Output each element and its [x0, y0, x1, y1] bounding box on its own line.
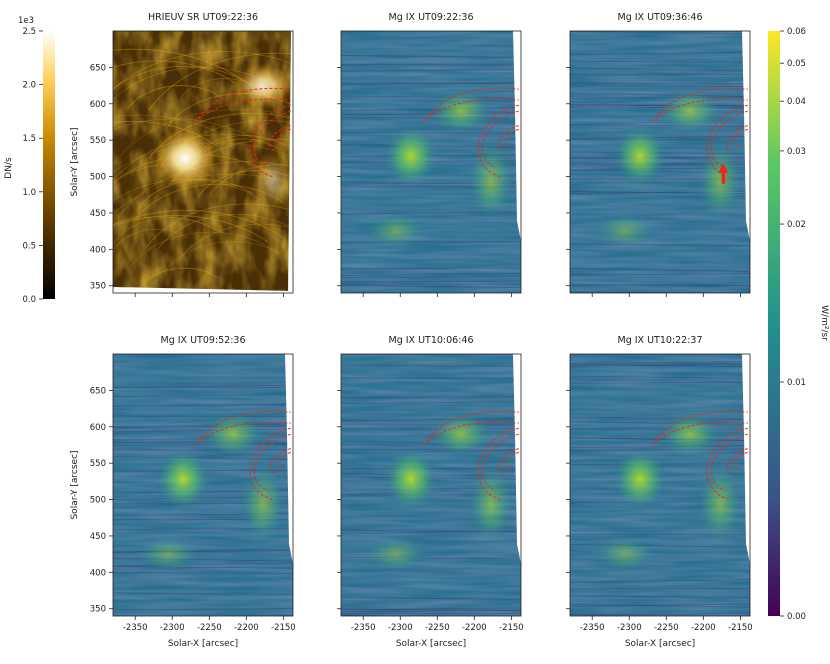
- x-axis-label: Solar-X [arcsec]: [625, 639, 695, 649]
- x-tick-label: -2200: [691, 623, 716, 633]
- panel-6: Mg IX UT10:22:37 -2350 -2300 -2250 -2200 -215…: [566, 335, 753, 649]
- panel-title: Mg IX UT10:22:37: [618, 335, 703, 346]
- loop-contours: [651, 87, 748, 178]
- loop-contours: [194, 87, 291, 178]
- x-axis-label: Solar-X [arcsec]: [168, 639, 238, 649]
- red-arrowhead-icon: [718, 163, 729, 173]
- colorbar-euv-tick-label: 2.0: [22, 81, 36, 91]
- y-tick-label: 350: [90, 605, 106, 615]
- colorbar-mgix-tick-label: 0.05: [787, 59, 806, 69]
- y-axis-label: Solar-Y [arcsec]: [70, 127, 80, 196]
- colorbar-mgix: 0.06 0.05 0.04 0.03 0.02 0.01 0.00 W/m²/sr: [768, 27, 829, 622]
- y-tick-label: 400: [90, 568, 106, 578]
- colorbar-mgix-bar: [768, 31, 780, 616]
- panel-2: Mg IX UT09:22:36: [337, 12, 522, 297]
- panel-title: Mg IX UT09:36:46: [618, 12, 703, 23]
- x-tick-label: -2250: [197, 623, 222, 633]
- y-tick-label: 650: [90, 386, 106, 396]
- panel-title: Mg IX UT09:22:36: [389, 12, 474, 23]
- panel-5: Mg IX UT10:06:46 -2350 -2300 -2250 -2200 -215…: [337, 335, 524, 649]
- x-tick-label: -2300: [388, 623, 413, 633]
- x-tick-label: -2250: [654, 623, 679, 633]
- colorbar-euv-tick-label: 0.0: [22, 295, 36, 305]
- panel-title: HRIEUV SR UT09:22:36: [148, 12, 258, 23]
- panel-1: HRIEUV SR UT09:22:36 650 600 550 500 450 400 35…: [70, 12, 294, 297]
- loop-contours: [194, 410, 291, 501]
- panel-3: Mg IX UT09:36:46: [566, 12, 751, 297]
- colorbar-euv-tick-label: 1.5: [22, 134, 36, 144]
- panel-frame: [340, 30, 522, 294]
- x-tick-label: -2150: [271, 623, 296, 633]
- euv-image: [113, 31, 293, 293]
- y-tick-label: 500: [90, 173, 106, 183]
- x-tick-label: -2350: [580, 623, 605, 633]
- y-tick-label: 550: [90, 136, 106, 146]
- colorbar-euv-tick-label: 1.0: [22, 188, 36, 198]
- x-tick-label: -2350: [123, 623, 148, 633]
- panel-title: Mg IX UT10:06:46: [389, 335, 474, 346]
- mgix-intensity-map: [570, 354, 750, 616]
- panel-frame: [569, 30, 751, 294]
- x-tick-label: -2350: [351, 623, 376, 633]
- mgix-intensity-map: [341, 354, 521, 616]
- colorbar-mgix-tick-label: 0.00: [787, 612, 806, 622]
- x-tick-label: -2300: [160, 623, 185, 633]
- loop-contours: [422, 410, 519, 501]
- colorbar-mgix-tick-label: 0.02: [787, 220, 806, 230]
- y-tick-label: 450: [90, 209, 106, 219]
- panel-4: Mg IX UT09:52:36 -2350 -2300 -2250 -2200 -215…: [70, 335, 296, 649]
- x-tick-label: -2300: [617, 623, 642, 633]
- panel-frame: [340, 353, 522, 617]
- colorbar-mgix-tick-label: 0.03: [787, 147, 806, 157]
- y-tick-label: 550: [90, 459, 106, 469]
- y-tick-label: 650: [90, 63, 106, 73]
- panel-frame: [569, 353, 751, 617]
- y-tick-label: 400: [90, 245, 106, 255]
- colorbar-mgix-tick-label: 0.04: [787, 97, 806, 107]
- y-tick-label: 350: [90, 282, 106, 292]
- colorbar-euv-tick-label: 0.5: [22, 241, 36, 251]
- mgix-intensity-map: [113, 354, 293, 616]
- y-tick-label: 500: [90, 496, 106, 506]
- x-tick-label: -2200: [462, 623, 487, 633]
- colorbar-mgix-tick-label: 0.06: [787, 27, 806, 37]
- colorbar-euv: 1e3 2.5 2.0 1.5 1.0 0.5 0.0 DN/s: [4, 16, 55, 305]
- y-axis-label: Solar-Y [arcsec]: [70, 450, 80, 519]
- colorbar-mgix-tick-label: 0.01: [787, 378, 806, 388]
- loop-contours: [651, 410, 748, 501]
- colorbar-euv-label: DN/s: [4, 157, 14, 179]
- x-tick-label: -2250: [425, 623, 450, 633]
- loop-contours: [422, 87, 519, 178]
- colorbar-mgix-label: W/m²/sr: [819, 305, 829, 341]
- panel-title: Mg IX UT09:52:36: [161, 335, 246, 346]
- mgix-intensity-map: [570, 31, 750, 293]
- panel-frame: [112, 353, 294, 617]
- x-tick-label: -2150: [499, 623, 524, 633]
- colorbar-euv-tick-label: 2.5: [22, 27, 36, 37]
- y-tick-label: 600: [90, 423, 106, 433]
- y-tick-label: 600: [90, 100, 106, 110]
- x-tick-label: -2200: [234, 623, 259, 633]
- mgix-intensity-map: [341, 31, 521, 293]
- panel-frame: [112, 30, 294, 294]
- colorbar-euv-scale: 1e3: [18, 16, 34, 26]
- colorbar-euv-bar: [43, 31, 55, 299]
- x-axis-label: Solar-X [arcsec]: [396, 639, 466, 649]
- y-tick-label: 450: [90, 532, 106, 542]
- x-tick-label: -2150: [728, 623, 753, 633]
